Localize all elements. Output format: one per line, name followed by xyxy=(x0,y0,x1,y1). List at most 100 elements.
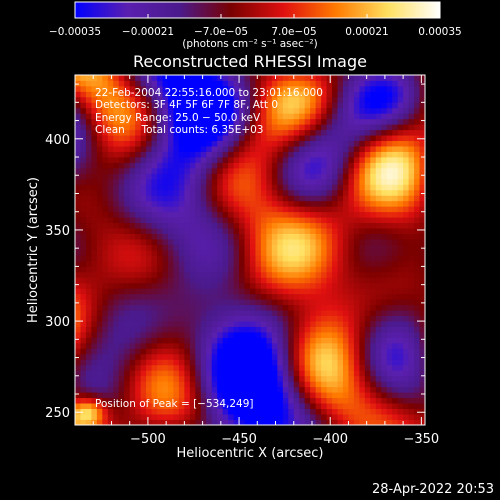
heatmap-cell xyxy=(348,414,355,420)
heatmap-cell xyxy=(206,102,213,109)
heatmap-cell xyxy=(184,293,191,300)
heatmap-cell xyxy=(310,184,317,191)
heatmap-cell xyxy=(233,348,240,355)
heatmap-cell xyxy=(381,397,388,404)
heatmap-cell xyxy=(96,277,103,284)
heatmap-cell xyxy=(173,370,180,377)
heatmap-cell xyxy=(184,80,191,87)
heatmap-cell xyxy=(244,271,251,278)
heatmap-cell xyxy=(195,195,202,202)
heatmap-cell xyxy=(348,118,355,125)
heatmap-cell xyxy=(397,244,404,251)
heatmap-cell xyxy=(162,211,169,218)
heatmap-cell xyxy=(293,217,300,224)
heatmap-cell xyxy=(403,107,409,114)
heatmap-cell xyxy=(140,348,147,355)
heatmap-cell xyxy=(337,217,344,224)
heatmap-cell xyxy=(239,250,245,256)
heatmap-cell xyxy=(403,129,409,136)
heatmap-cell xyxy=(162,85,169,92)
heatmap-cell xyxy=(304,250,311,256)
heatmap-cell xyxy=(173,217,180,224)
heatmap-cell xyxy=(260,397,267,404)
heatmap-cell xyxy=(91,353,98,360)
heatmap-cell xyxy=(332,146,338,152)
heatmap-cell xyxy=(200,228,207,234)
heatmap-cell xyxy=(293,222,300,229)
heatmap-cell xyxy=(342,288,349,295)
heatmap-cell xyxy=(326,228,333,234)
heatmap-cell xyxy=(129,282,136,289)
heatmap-cell xyxy=(342,364,349,371)
heatmap-cell xyxy=(118,184,125,191)
heatmap-cell xyxy=(85,375,92,382)
heatmap-cell xyxy=(113,266,120,273)
heatmap-cell xyxy=(359,162,366,169)
heatmap-cell xyxy=(403,80,409,87)
heatmap-cell xyxy=(184,332,191,338)
heatmap-cell xyxy=(392,233,399,240)
heatmap-cell xyxy=(211,228,218,234)
heatmap-cell xyxy=(392,414,399,420)
heatmap-cell xyxy=(397,348,404,355)
heatmap-cell xyxy=(96,260,103,267)
heatmap-cell xyxy=(342,211,349,218)
heatmap-cell xyxy=(315,75,322,81)
heatmap-cell xyxy=(353,151,360,158)
heatmap-cell xyxy=(321,397,327,404)
heatmap-cell xyxy=(277,151,284,158)
heatmap-cell xyxy=(288,255,295,262)
heatmap-cell xyxy=(271,397,278,404)
heatmap-cell xyxy=(124,386,131,393)
heatmap-cell xyxy=(419,342,425,349)
heatmap-cell xyxy=(200,342,207,349)
heatmap-cell xyxy=(157,222,163,229)
heatmap-cell xyxy=(75,184,81,191)
heatmap-cell xyxy=(304,359,311,366)
heatmap-cell xyxy=(348,135,355,142)
heatmap-cell xyxy=(348,85,355,92)
heatmap-cell xyxy=(386,118,393,125)
heatmap-cell xyxy=(228,102,234,109)
heatmap-cell xyxy=(167,250,174,256)
heatmap-cell xyxy=(310,173,317,180)
heatmap-cell xyxy=(124,151,131,158)
heatmap-cell xyxy=(364,206,371,213)
heatmap-cell xyxy=(102,162,109,169)
heatmap-cell xyxy=(370,271,377,278)
heatmap-cell xyxy=(102,146,109,152)
heatmap-cell xyxy=(129,96,136,103)
heatmap-cell xyxy=(151,129,158,136)
heatmap-cell xyxy=(184,271,191,278)
heatmap-cell xyxy=(381,370,388,377)
heatmap-cell xyxy=(375,173,382,180)
heatmap-cell xyxy=(195,299,202,306)
heatmap-cell xyxy=(332,129,338,136)
heatmap-cell xyxy=(255,91,262,98)
heatmap-cell xyxy=(217,299,224,306)
heatmap-cell xyxy=(381,277,388,284)
heatmap-cell xyxy=(228,321,234,327)
heatmap-cell xyxy=(222,397,229,404)
heatmap-cell xyxy=(233,157,240,163)
heatmap-cell xyxy=(102,255,109,262)
heatmap-cell xyxy=(157,211,163,218)
heatmap-cell xyxy=(255,392,262,399)
heatmap-cell xyxy=(332,348,338,355)
heatmap-cell xyxy=(173,414,180,420)
heatmap-cell xyxy=(293,348,300,355)
heatmap-cell xyxy=(277,321,284,327)
heatmap-cell xyxy=(178,151,185,158)
heatmap-cell xyxy=(113,244,120,251)
heatmap-cell xyxy=(370,239,377,245)
heatmap-cell xyxy=(271,195,278,202)
heatmap-cell xyxy=(277,80,284,87)
heatmap-cell xyxy=(408,315,415,322)
heatmap-cell xyxy=(107,304,114,311)
heatmap-cell xyxy=(381,146,388,152)
heatmap-cell xyxy=(239,277,245,284)
heatmap-cell xyxy=(403,162,409,169)
heatmap-cell xyxy=(102,299,109,306)
heatmap-cell xyxy=(315,151,322,158)
heatmap-cell xyxy=(200,386,207,393)
